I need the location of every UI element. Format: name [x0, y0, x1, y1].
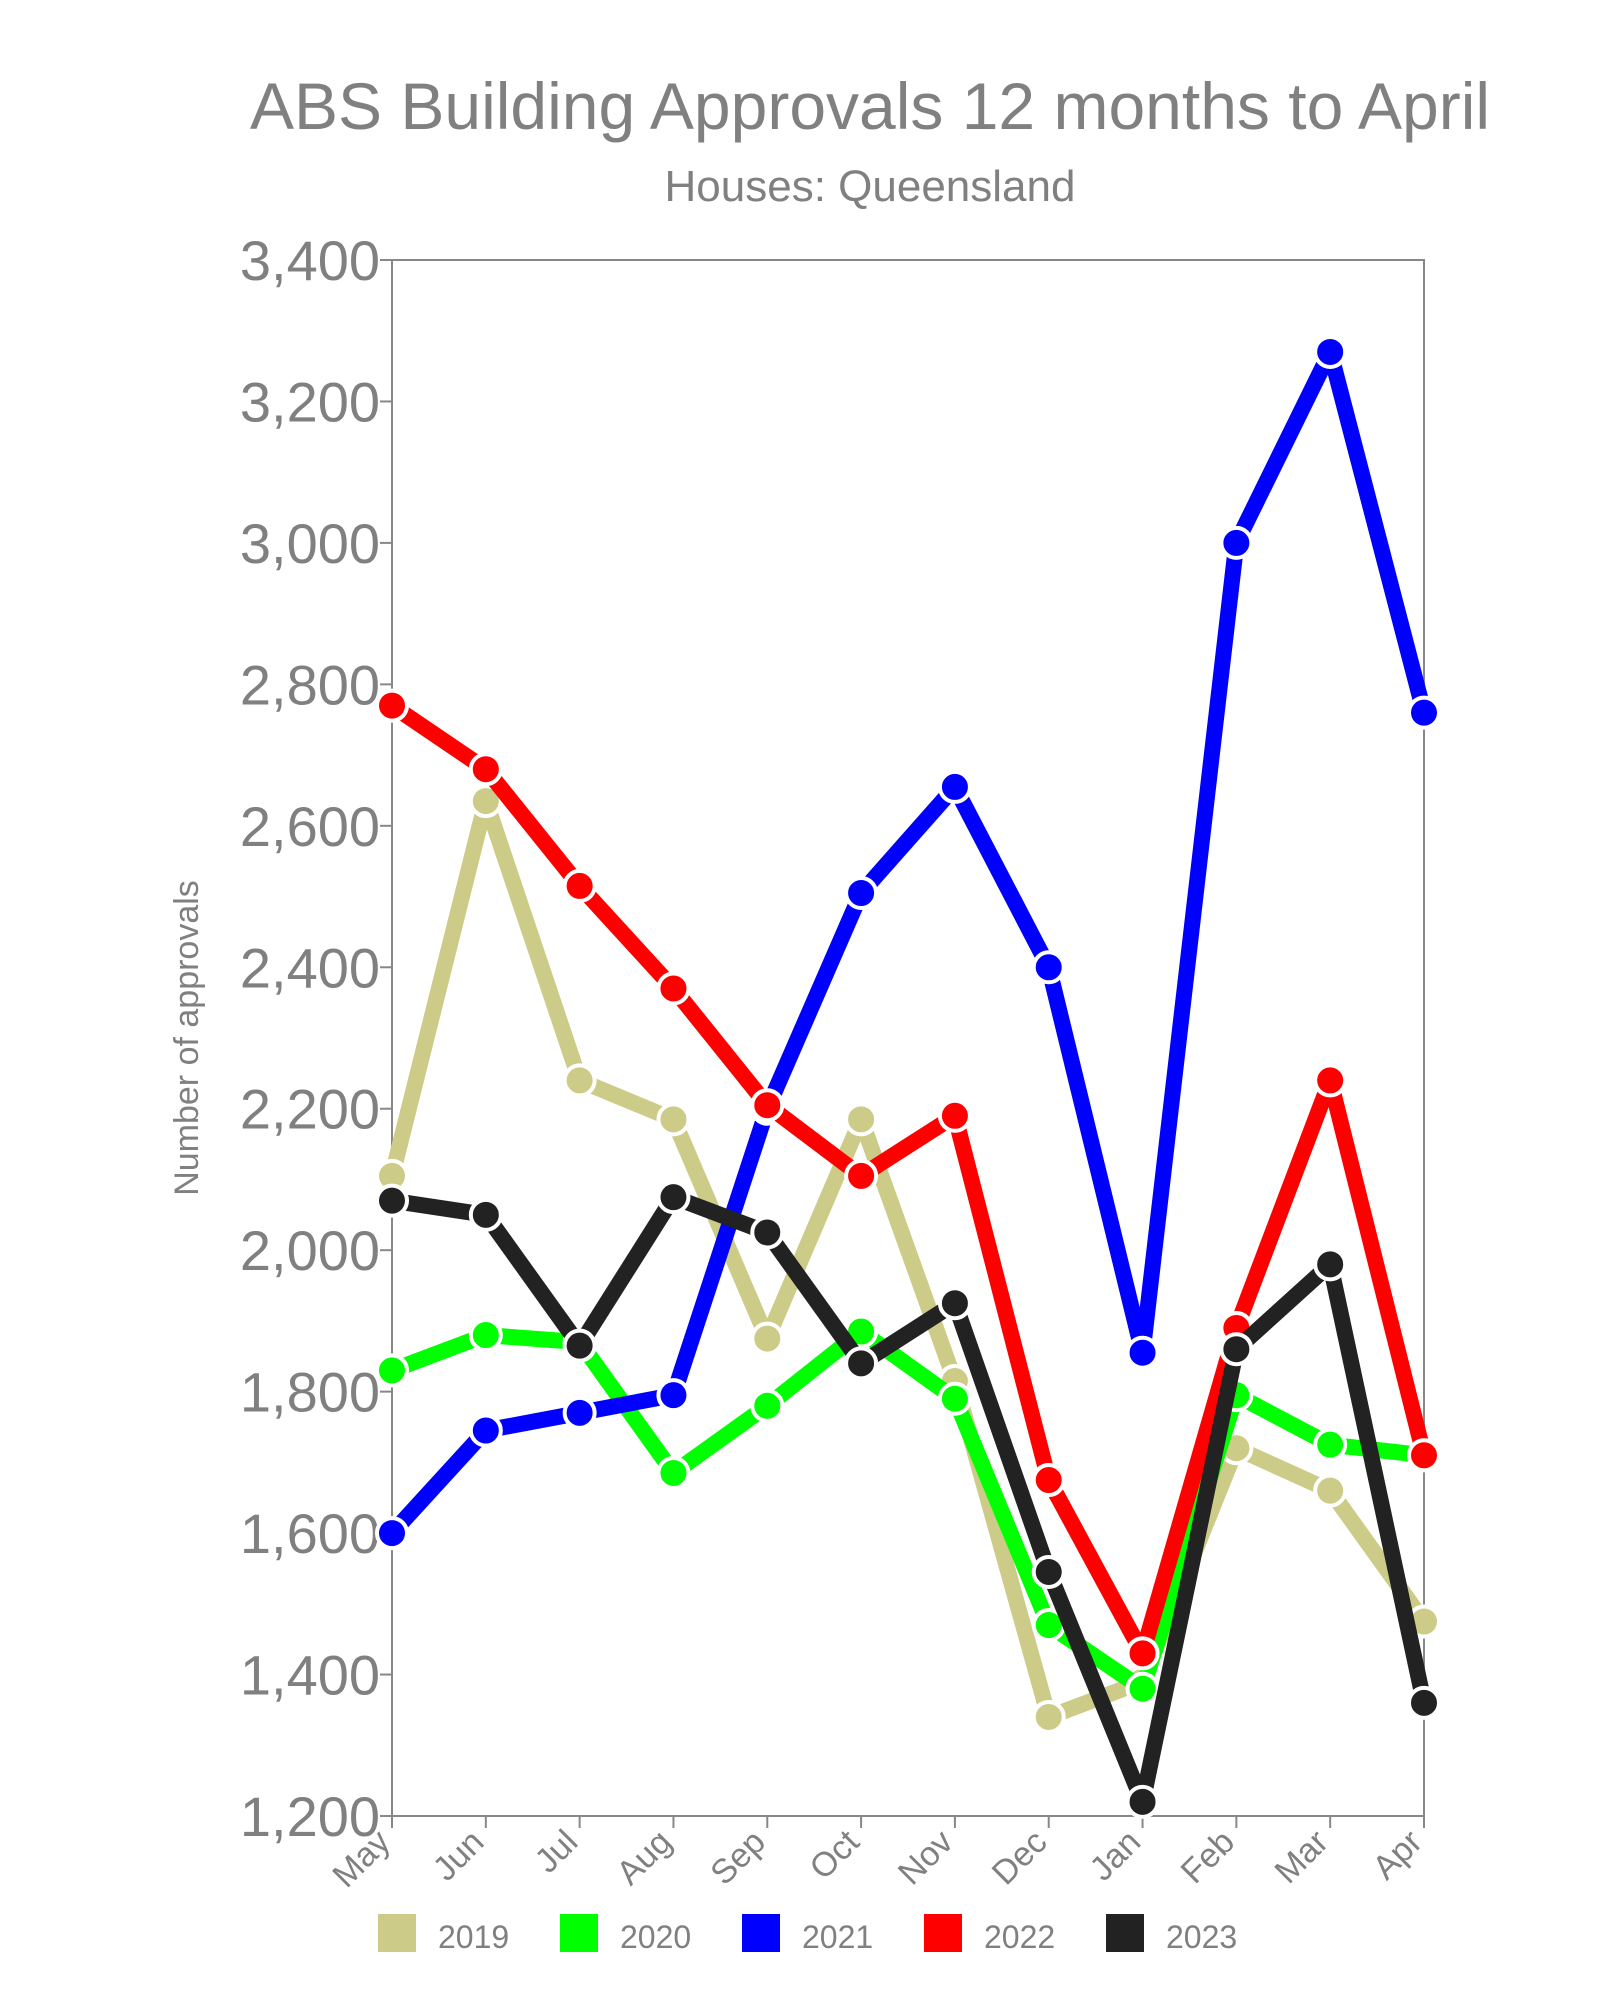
series-2023-point [562, 1328, 597, 1363]
x-tick-label: Aug [609, 1823, 679, 1893]
series-2023-point [750, 1215, 785, 1250]
legend-swatch-2020 [560, 1914, 598, 1952]
x-tick-label: Jul [528, 1823, 586, 1881]
legend-swatch-2021 [742, 1914, 780, 1952]
series-2021-point [562, 1395, 597, 1430]
series-2021-point [1219, 525, 1254, 560]
series-2022-point [656, 971, 691, 1006]
chart-subtitle: Houses: Queensland [664, 162, 1076, 211]
series-2019-point [562, 1063, 597, 1098]
series-2020-point [937, 1381, 972, 1416]
y-tick-label: 2,000 [240, 1219, 380, 1282]
series-2019-line [384, 793, 1432, 1725]
x-tick-label: Jan [1083, 1823, 1149, 1889]
y-tick-label: 2,400 [240, 936, 380, 999]
series-2022-point [468, 752, 503, 787]
legend-swatch-2019 [378, 1914, 416, 1952]
chart-title: ABS Building Approvals 12 months to Apri… [249, 69, 1491, 143]
series-2020-line [384, 1323, 1432, 1697]
legend-label-2019: 2019 [438, 1919, 509, 1955]
y-tick-label: 1,400 [240, 1644, 380, 1707]
x-tick-label: Oct [802, 1822, 867, 1887]
series-2020-point [1125, 1671, 1160, 1706]
series-2022-point [375, 688, 409, 723]
y-tick-label: 2,200 [240, 1078, 380, 1141]
y-tick-label: 2,800 [240, 653, 380, 716]
legend-label-2023: 2023 [1166, 1919, 1237, 1955]
series-2022-point [937, 1098, 972, 1133]
series-2023-point [937, 1286, 972, 1321]
series-2023-point [468, 1197, 503, 1232]
series-2020-point [750, 1388, 785, 1423]
series-2022-point [750, 1088, 785, 1123]
y-axis-title: Number of approvals [168, 880, 206, 1196]
series-2020-point [375, 1353, 409, 1388]
series-2022-point [1031, 1463, 1066, 1498]
y-tick-label: 3,200 [240, 370, 380, 433]
y-tick-label: 1,800 [240, 1361, 380, 1424]
legend-swatch-2023 [1106, 1914, 1144, 1952]
series-2023-point [1313, 1247, 1348, 1282]
series-2021-point [1031, 950, 1066, 985]
series-2021-point [1125, 1335, 1160, 1370]
legend-swatch-2022 [924, 1914, 962, 1952]
series-2021-point [1407, 695, 1441, 730]
y-tick-label: 1,600 [240, 1502, 380, 1565]
series-2021-point [375, 1516, 409, 1551]
x-tick-label: Jun [426, 1823, 492, 1889]
series-2023-point [1125, 1784, 1160, 1819]
series-2022-point [1407, 1438, 1441, 1473]
series-2021-point [656, 1378, 691, 1413]
plot-frame [391, 259, 1425, 1817]
legend-label-2021: 2021 [802, 1919, 873, 1955]
series-2021-point [844, 876, 879, 911]
series-2022-point [562, 868, 597, 903]
series-2019-point [750, 1321, 785, 1356]
series-2022-line [384, 697, 1432, 1662]
x-tick-label: Sep [703, 1823, 773, 1893]
x-tick-label: Mar [1268, 1823, 1336, 1891]
series-2020-point [1313, 1427, 1348, 1462]
y-tick-label: 1,200 [240, 1785, 380, 1848]
series-2023-point [375, 1183, 409, 1218]
y-tick-label: 3,000 [240, 512, 380, 575]
y-tick-label: 3,400 [240, 229, 380, 292]
series-2020-point [656, 1455, 691, 1490]
series-2023-point [1031, 1554, 1066, 1589]
series-2020-point [468, 1318, 503, 1353]
series-2022-point [1125, 1636, 1160, 1671]
series-2019-point [1313, 1473, 1348, 1508]
series-2019-point [844, 1102, 879, 1137]
series-2023-point [1219, 1332, 1254, 1367]
series-2019-point [1031, 1699, 1066, 1734]
series-2023-point [844, 1346, 879, 1381]
x-tick-label: Nov [891, 1823, 961, 1893]
x-tick-label: Dec [985, 1823, 1055, 1893]
series-2023-point [1407, 1685, 1441, 1720]
series-2021-point [1313, 334, 1348, 369]
series-2021-point [937, 769, 972, 804]
legend-label-2020: 2020 [620, 1919, 691, 1955]
series-2022-point [1313, 1063, 1348, 1098]
legend-label-2022: 2022 [984, 1919, 1055, 1955]
series-2021-point [468, 1413, 503, 1448]
x-tick-label: Apr [1365, 1823, 1429, 1887]
series-2022-point [844, 1158, 879, 1193]
x-tick-label: Feb [1174, 1823, 1242, 1891]
series-2023-line [384, 1189, 1432, 1810]
series-2019-point [656, 1102, 691, 1137]
series-2023-point [656, 1180, 691, 1215]
y-tick-label: 2,600 [240, 795, 380, 858]
